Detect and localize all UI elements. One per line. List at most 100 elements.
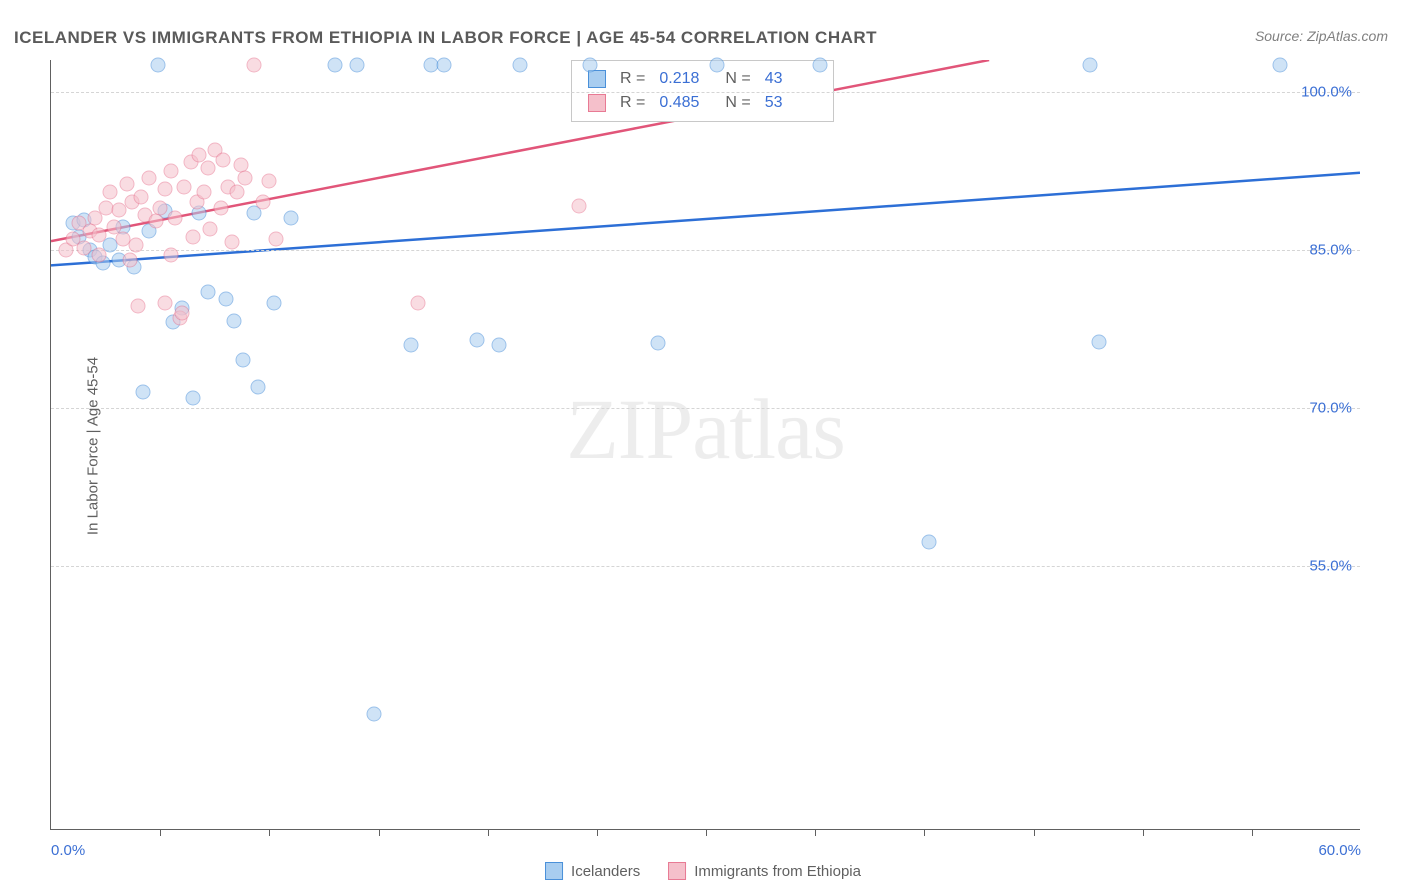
x-tick	[1252, 829, 1253, 836]
scatter-point	[251, 379, 266, 394]
y-tick-label: 70.0%	[1309, 400, 1352, 417]
watermark: ZIPatlas	[566, 379, 845, 479]
n-label: N =	[725, 91, 750, 115]
legend-swatch	[545, 862, 563, 880]
legend-item: Immigrants from Ethiopia	[668, 862, 861, 880]
r-value: 0.485	[659, 91, 711, 115]
gridline	[51, 566, 1360, 567]
scatter-point	[133, 190, 148, 205]
legend-label: Immigrants from Ethiopia	[694, 863, 861, 880]
legend-label: Icelanders	[571, 863, 640, 880]
scatter-point	[572, 198, 587, 213]
x-tick	[1034, 829, 1035, 836]
scatter-point	[238, 171, 253, 186]
legend-swatch	[588, 94, 606, 112]
y-tick-label: 55.0%	[1309, 558, 1352, 575]
scatter-point	[129, 237, 144, 252]
scatter-point	[709, 58, 724, 73]
gridline	[51, 408, 1360, 409]
n-value: 53	[765, 91, 817, 115]
scatter-point	[164, 248, 179, 263]
plot-area: ZIPatlas R = 0.218 N = 43 R = 0.485 N = 53 55.0…	[50, 60, 1360, 830]
scatter-point	[284, 211, 299, 226]
scatter-point	[92, 248, 107, 263]
scatter-point	[102, 184, 117, 199]
x-tick	[488, 829, 489, 836]
x-tick-label: 60.0%	[1318, 842, 1361, 859]
scatter-point	[266, 295, 281, 310]
scatter-point	[196, 184, 211, 199]
n-value: 43	[765, 67, 817, 91]
scatter-point	[327, 58, 342, 73]
x-tick	[597, 829, 598, 836]
bottom-legend: Icelanders Immigrants from Ethiopia	[545, 862, 861, 880]
scatter-point	[247, 58, 262, 73]
x-tick	[706, 829, 707, 836]
scatter-point	[214, 200, 229, 215]
scatter-point	[1273, 58, 1288, 73]
scatter-point	[157, 181, 172, 196]
x-tick	[160, 829, 161, 836]
legend-swatch	[668, 862, 686, 880]
n-label: N =	[725, 67, 750, 91]
chart-title: ICELANDER VS IMMIGRANTS FROM ETHIOPIA IN…	[14, 28, 877, 48]
source-attribution: Source: ZipAtlas.com	[1255, 28, 1388, 44]
scatter-point	[122, 253, 137, 268]
stats-row: R = 0.485 N = 53	[588, 91, 817, 115]
scatter-point	[225, 235, 240, 250]
x-tick	[379, 829, 380, 836]
scatter-point	[131, 298, 146, 313]
r-label: R =	[620, 91, 645, 115]
scatter-point	[175, 306, 190, 321]
scatter-point	[268, 232, 283, 247]
stats-row: R = 0.218 N = 43	[588, 67, 817, 91]
scatter-point	[262, 174, 277, 189]
scatter-point	[437, 58, 452, 73]
scatter-point	[513, 58, 528, 73]
scatter-point	[177, 179, 192, 194]
scatter-point	[201, 285, 216, 300]
scatter-point	[185, 230, 200, 245]
scatter-point	[812, 58, 827, 73]
scatter-point	[491, 337, 506, 352]
x-tick	[815, 829, 816, 836]
scatter-point	[469, 332, 484, 347]
scatter-point	[148, 214, 163, 229]
scatter-point	[185, 390, 200, 405]
x-tick	[924, 829, 925, 836]
scatter-point	[650, 335, 665, 350]
scatter-point	[168, 211, 183, 226]
scatter-point	[227, 313, 242, 328]
gridline	[51, 92, 1360, 93]
scatter-point	[201, 160, 216, 175]
scatter-point	[157, 295, 172, 310]
scatter-point	[76, 240, 91, 255]
gridline	[51, 250, 1360, 251]
scatter-point	[236, 352, 251, 367]
scatter-point	[404, 337, 419, 352]
scatter-point	[92, 228, 107, 243]
y-tick-label: 100.0%	[1301, 83, 1352, 100]
scatter-point	[921, 535, 936, 550]
x-tick	[269, 829, 270, 836]
scatter-point	[142, 171, 157, 186]
scatter-point	[135, 385, 150, 400]
y-tick-label: 85.0%	[1309, 241, 1352, 258]
legend-item: Icelanders	[545, 862, 640, 880]
x-tick-label: 0.0%	[51, 842, 85, 859]
scatter-point	[255, 195, 270, 210]
r-value: 0.218	[659, 67, 711, 91]
scatter-point	[1083, 58, 1098, 73]
scatter-point	[410, 295, 425, 310]
scatter-point	[218, 292, 233, 307]
x-tick	[1143, 829, 1144, 836]
scatter-point	[120, 177, 135, 192]
r-label: R =	[620, 67, 645, 91]
scatter-point	[153, 200, 168, 215]
scatter-point	[583, 58, 598, 73]
scatter-point	[367, 706, 382, 721]
scatter-point	[216, 153, 231, 168]
scatter-point	[203, 221, 218, 236]
scatter-point	[1092, 334, 1107, 349]
scatter-point	[150, 58, 165, 73]
